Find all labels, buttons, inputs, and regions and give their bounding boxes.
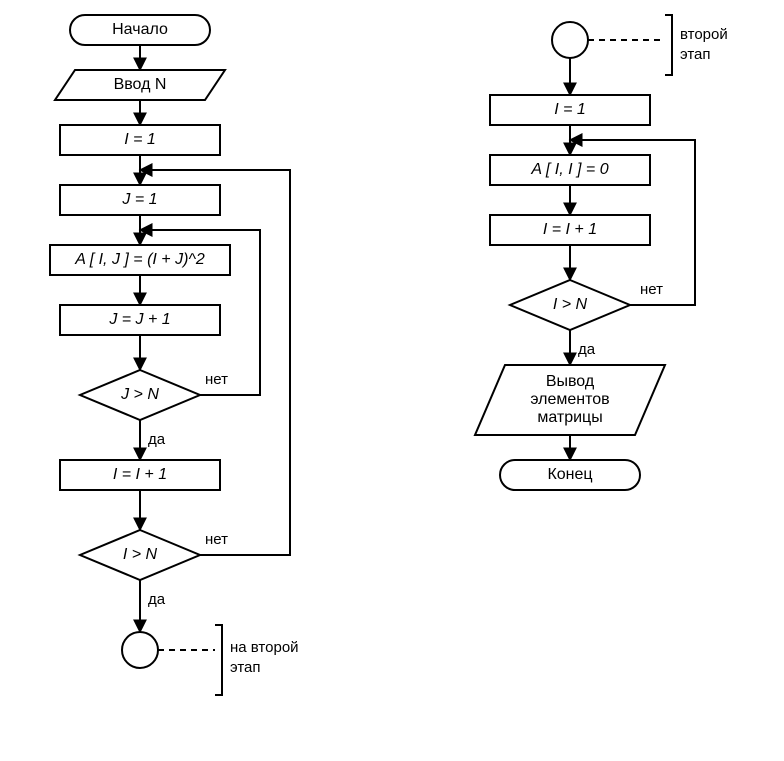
j-cond-label: J > N — [120, 386, 159, 403]
node-connector-in — [552, 22, 588, 58]
j-init-label: J = 1 — [121, 191, 157, 208]
start-label: Начало — [112, 21, 168, 38]
i-inc-label: I = I + 1 — [113, 466, 167, 483]
j-cond-yes: да — [148, 431, 166, 448]
node-assign: A [ I, J ] = (I + J)^2 — [50, 245, 230, 275]
node-output: Вывод элементов матрицы — [475, 365, 665, 435]
note-in-line2: этап — [680, 46, 711, 63]
node-end: Конец — [500, 460, 640, 490]
j-inc-label: J = J + 1 — [108, 311, 170, 328]
j-cond-no: нет — [205, 371, 228, 388]
node-i-init: I = 1 — [60, 125, 220, 155]
node-j-init: J = 1 — [60, 185, 220, 215]
i-cond-no: нет — [205, 531, 228, 548]
r-cond-no: нет — [640, 281, 663, 298]
i-cond-yes: да — [148, 591, 166, 608]
r-assign-label: A [ I, I ] = 0 — [530, 161, 608, 178]
r-i-inc-label: I = I + 1 — [543, 221, 597, 238]
node-r-i-init: I = 1 — [490, 95, 650, 125]
input-label: Ввод N — [114, 76, 167, 93]
note-in-line1: второй — [680, 26, 728, 43]
end-label: Конец — [547, 466, 592, 483]
node-r-assign: A [ I, I ] = 0 — [490, 155, 650, 185]
i-init-label: I = 1 — [124, 131, 156, 148]
node-r-i-inc: I = I + 1 — [490, 215, 650, 245]
node-j-inc: J = J + 1 — [60, 305, 220, 335]
output-line3: матрицы — [537, 409, 602, 426]
node-input: Ввод N — [55, 70, 225, 100]
r-cond-yes: да — [578, 341, 596, 358]
r-i-init-label: I = 1 — [554, 101, 586, 118]
flowchart-left: Начало Ввод N I = 1 J = 1 A [ I, J ] = (… — [50, 15, 299, 695]
assign-label: A [ I, J ] = (I + J)^2 — [74, 251, 205, 268]
output-line1: Вывод — [546, 373, 595, 390]
flowchart-right: второй этап I = 1 A [ I, I ] = 0 I = I +… — [475, 15, 728, 490]
r-cond-label: I > N — [553, 296, 588, 313]
node-start: Начало — [70, 15, 210, 45]
i-cond-label: I > N — [123, 546, 158, 563]
note-out-line2: этап — [230, 659, 261, 676]
output-line2: элементов — [530, 391, 609, 408]
node-connector-out — [122, 632, 158, 668]
node-i-inc: I = I + 1 — [60, 460, 220, 490]
note-out-line1: на второй — [230, 639, 299, 656]
node-r-cond: I > N — [510, 280, 630, 330]
node-i-cond: I > N — [80, 530, 200, 580]
node-j-cond: J > N — [80, 370, 200, 420]
